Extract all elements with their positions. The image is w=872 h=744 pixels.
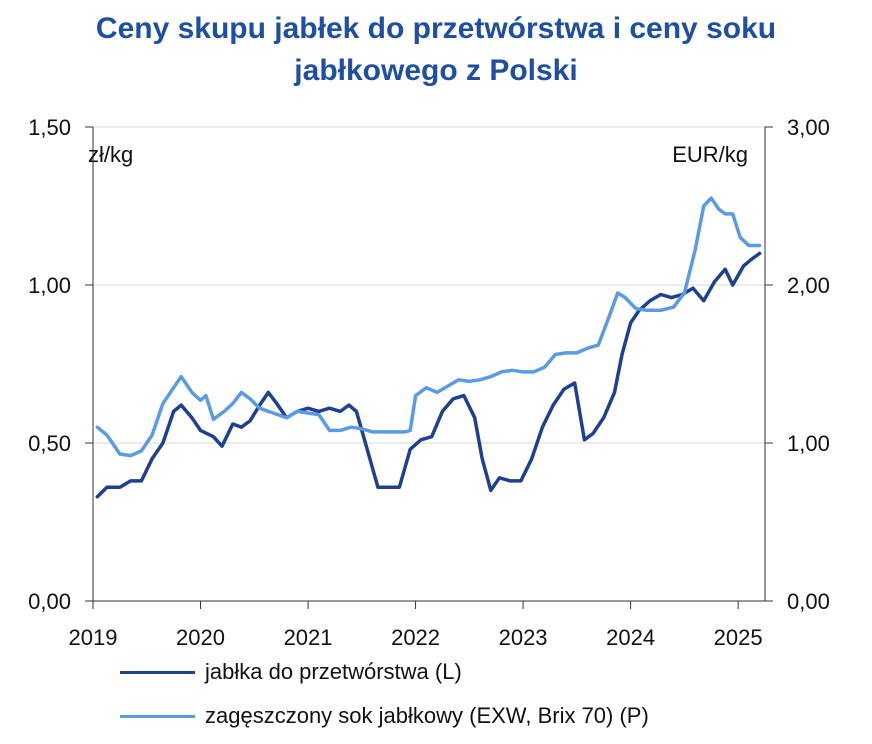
x-tick-label: 2022	[391, 625, 440, 650]
legend-item: jabłka do przetwórstwa (L)	[120, 650, 649, 694]
legend-label: jabłka do przetwórstwa (L)	[205, 659, 462, 684]
x-tick-label: 2019	[69, 625, 118, 650]
left-tick-label: 0,50	[28, 431, 71, 456]
x-tick-label: 2024	[606, 625, 655, 650]
right-tick-label: 3,00	[787, 115, 830, 140]
axes: 0,00 0,00 0,50 1,00 1,00 2,00 1,50 3,00 2019 2020…	[28, 115, 830, 650]
left-tick-label: 1,50	[28, 115, 71, 140]
series-line-1	[95, 251, 762, 499]
chart-title-line2: jabłkowego z Polski	[294, 54, 578, 87]
legend-label: zagęszczony sok jabłkowy (EXW, Brix 70) …	[205, 703, 649, 728]
legend-swatch	[120, 670, 195, 674]
right-tick-label: 1,00	[787, 431, 830, 456]
right-tick-label: 0,00	[787, 589, 830, 614]
chart-title: Ceny skupu jabłek do przetwórstwa i ceny…	[0, 8, 872, 92]
left-axis-unit: zł/kg	[88, 142, 133, 167]
right-tick-label: 2,00	[787, 273, 830, 298]
right-axis-unit: EUR/kg	[672, 142, 748, 167]
chart-title-line1: Ceny skupu jabłek do przetwórstwa i ceny…	[95, 12, 777, 45]
series-line-2	[95, 196, 762, 458]
x-tick-label: 2020	[176, 625, 225, 650]
x-tick-label: 2025	[714, 625, 763, 650]
legend-swatch	[120, 714, 195, 718]
legend: jabłka do przetwórstwa (L) zagęszczony so…	[120, 650, 649, 738]
legend-item: zagęszczony sok jabłkowy (EXW, Brix 70) …	[120, 694, 649, 738]
x-tick-label: 2023	[499, 625, 548, 650]
series-lines	[95, 196, 762, 499]
gridlines	[93, 126, 765, 444]
left-tick-label: 0,00	[28, 589, 71, 614]
left-tick-label: 1,00	[28, 273, 71, 298]
x-tick-label: 2021	[284, 625, 333, 650]
